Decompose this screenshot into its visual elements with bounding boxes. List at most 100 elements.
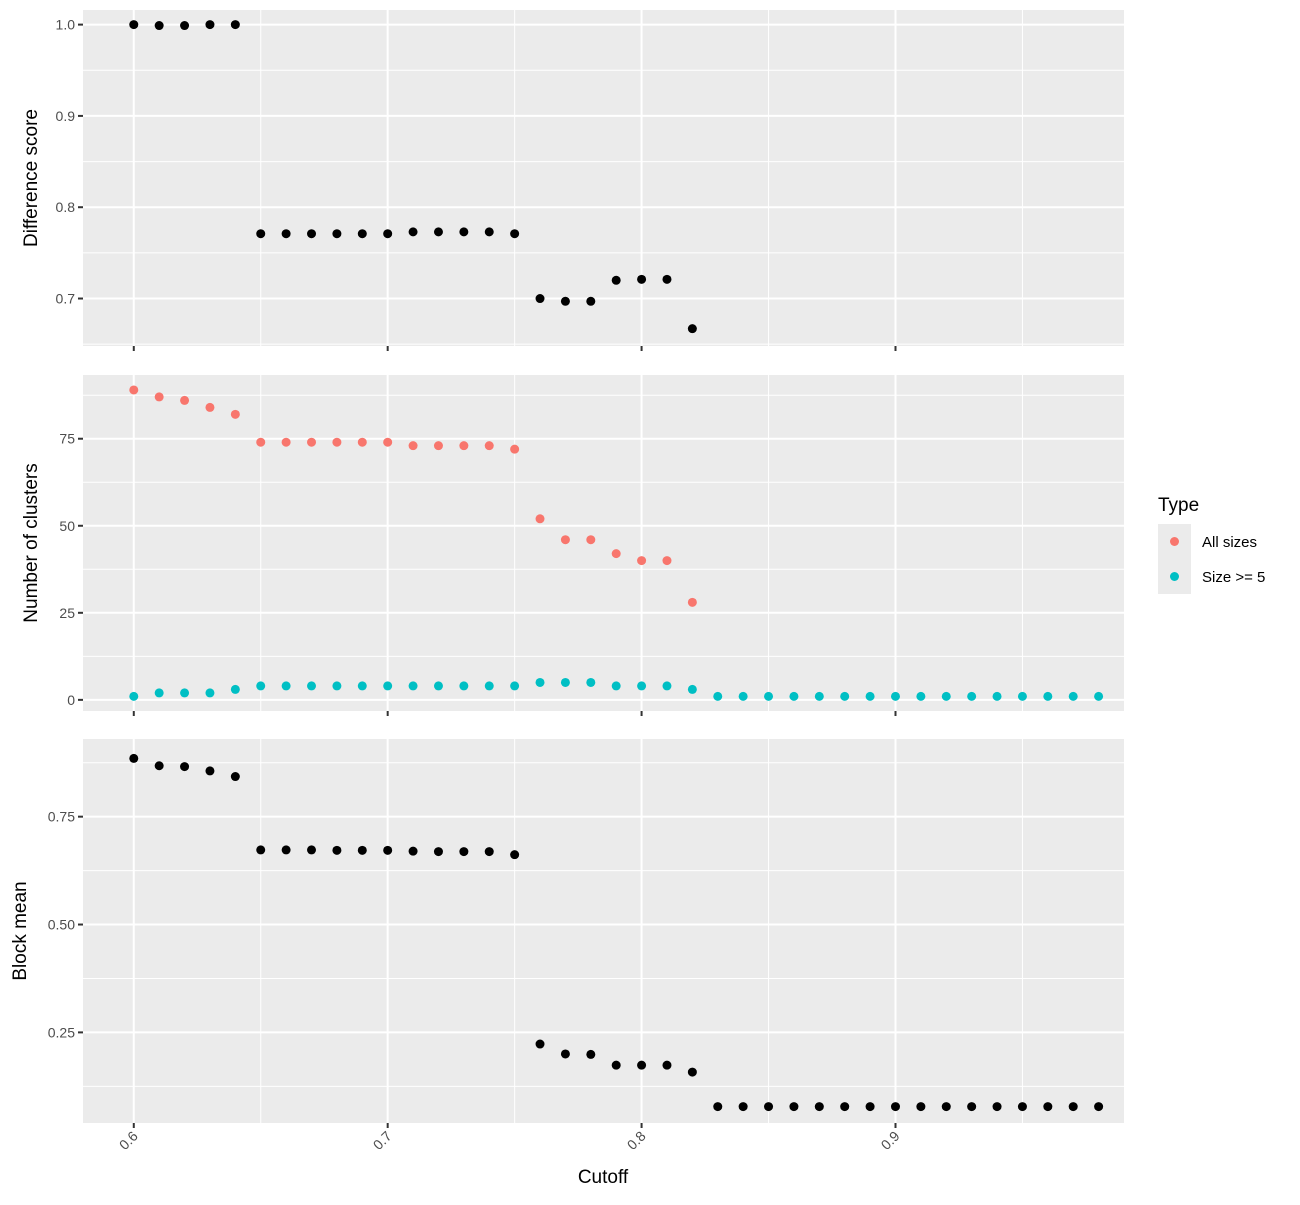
data-point	[307, 845, 317, 855]
data-point	[687, 1067, 697, 1077]
legend-label: Size >= 5	[1202, 569, 1265, 586]
x-tick-label: 0.9	[878, 1128, 903, 1153]
legend-label: All sizes	[1202, 534, 1257, 551]
data-point	[307, 437, 317, 447]
data-point	[637, 1060, 647, 1070]
data-point	[586, 296, 596, 306]
data-point	[459, 681, 469, 691]
data-point	[230, 20, 240, 30]
data-point	[713, 1102, 723, 1112]
data-point	[129, 20, 139, 30]
data-point	[357, 681, 367, 691]
data-point	[865, 1102, 875, 1112]
data-point	[535, 514, 545, 524]
panel-background	[83, 739, 1124, 1123]
data-point	[687, 324, 697, 334]
data-point	[662, 1060, 672, 1070]
legend-item: Size >= 5	[1158, 559, 1265, 594]
data-point	[459, 227, 469, 237]
data-point	[332, 229, 342, 239]
data-point	[865, 691, 875, 701]
data-point	[1043, 1102, 1053, 1112]
data-point	[357, 229, 367, 239]
data-point	[484, 847, 494, 857]
data-point	[967, 691, 977, 701]
data-point	[967, 1102, 977, 1112]
data-point	[256, 681, 266, 691]
data-point	[230, 684, 240, 694]
data-point	[459, 847, 469, 857]
data-point	[205, 402, 215, 412]
data-point	[992, 691, 1002, 701]
data-point	[408, 681, 418, 691]
y-tick-label: 0.8	[56, 199, 76, 215]
data-point	[408, 846, 418, 856]
data-point	[916, 1102, 926, 1112]
data-point	[484, 227, 494, 237]
data-point	[840, 1102, 850, 1112]
legend-key-dot	[1170, 572, 1179, 581]
panel-2: 0 25 50 75 Number of clusters	[21, 375, 1124, 716]
data-point	[1068, 691, 1078, 701]
data-point	[230, 409, 240, 419]
data-point	[1094, 691, 1104, 701]
data-point	[154, 761, 164, 771]
data-point	[256, 229, 266, 239]
data-point	[1068, 1102, 1078, 1112]
data-point	[433, 227, 443, 237]
data-point	[738, 1102, 748, 1112]
data-point	[586, 1049, 596, 1059]
panel-background	[83, 10, 1124, 346]
data-point	[383, 681, 393, 691]
data-point	[510, 229, 520, 239]
data-point	[281, 845, 291, 855]
data-point	[637, 681, 647, 691]
data-point	[662, 274, 672, 284]
data-point	[992, 1102, 1002, 1112]
data-point	[433, 681, 443, 691]
data-point	[1017, 1102, 1027, 1112]
series-points	[129, 20, 697, 334]
data-point	[510, 850, 520, 860]
y-tick-label: 0.25	[48, 1024, 75, 1040]
y-tick-label: 0.75	[48, 809, 75, 825]
data-point	[484, 441, 494, 451]
data-point	[637, 556, 647, 566]
y-tick-label: 1.0	[56, 17, 76, 33]
x-tick-label: 0.6	[116, 1128, 141, 1153]
data-point	[586, 535, 596, 545]
data-point	[484, 681, 494, 691]
data-point	[205, 766, 215, 776]
y-axis-title: Number of clusters	[21, 463, 42, 622]
data-point	[738, 691, 748, 701]
data-point	[408, 441, 418, 451]
data-point	[180, 395, 190, 405]
data-point	[180, 688, 190, 698]
data-point	[281, 681, 291, 691]
data-point	[611, 549, 621, 559]
data-point	[560, 296, 570, 306]
data-point	[764, 691, 774, 701]
data-point	[941, 691, 951, 701]
x-tick-label: 0.7	[370, 1128, 395, 1153]
data-point	[510, 681, 520, 691]
data-point	[205, 20, 215, 30]
data-point	[129, 691, 139, 701]
data-point	[814, 691, 824, 701]
data-point	[408, 227, 418, 237]
data-point	[307, 681, 317, 691]
data-point	[941, 1102, 951, 1112]
data-point	[230, 772, 240, 782]
y-tick-label: 0	[67, 692, 75, 708]
data-point	[256, 437, 266, 447]
data-point	[535, 677, 545, 687]
data-point	[662, 556, 672, 566]
data-point	[713, 691, 723, 701]
data-point	[560, 677, 570, 687]
data-point	[840, 691, 850, 701]
data-point	[535, 1039, 545, 1049]
data-point	[1017, 691, 1027, 701]
data-point	[687, 684, 697, 694]
y-tick-label: 75	[59, 431, 75, 447]
